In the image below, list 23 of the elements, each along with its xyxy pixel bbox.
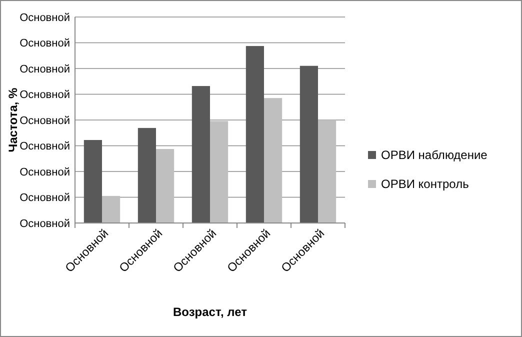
bar: [318, 120, 336, 223]
text: Основной: [20, 192, 70, 204]
text: Основной: [20, 140, 70, 153]
text: Основной: [20, 166, 70, 178]
bar: [264, 98, 282, 223]
bar: [102, 196, 120, 223]
bar: [210, 121, 228, 223]
x-axis-title: Возраст, лет: [173, 305, 248, 319]
bar: [246, 46, 264, 223]
text: Основной: [20, 114, 70, 127]
bar: [300, 66, 318, 223]
bar: [156, 149, 174, 223]
y-axis-title: Частота, %: [6, 87, 20, 152]
bar: [84, 140, 102, 223]
bar: [138, 128, 156, 223]
text: Основной: [20, 218, 70, 230]
text: Основной: [20, 63, 70, 76]
text: Основной: [20, 38, 70, 50]
legend-label: ОРВИ наблюдение: [381, 148, 488, 162]
legend-label: ОРВИ контроль: [381, 177, 469, 192]
text: Основной: [20, 89, 70, 102]
bar: [192, 86, 210, 223]
text: Основной: [20, 12, 70, 24]
